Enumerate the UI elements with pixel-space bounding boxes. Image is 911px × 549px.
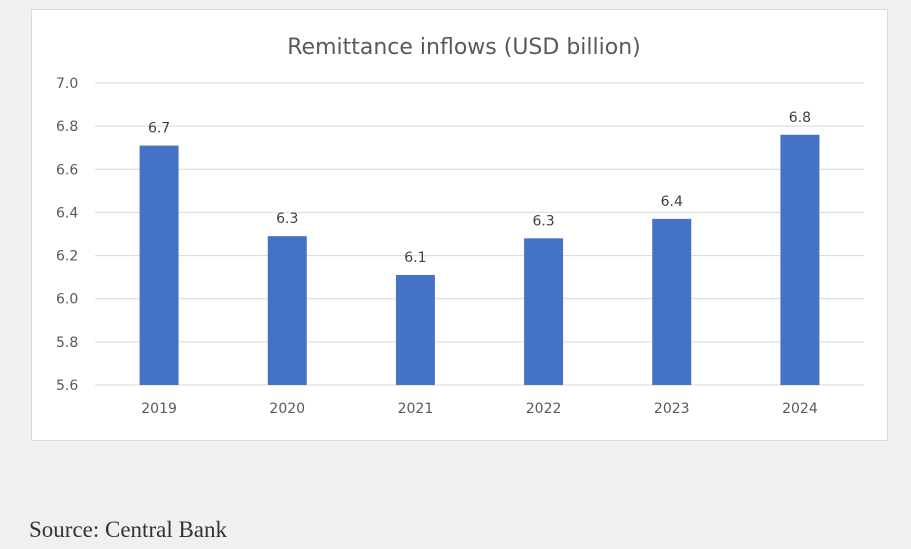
bar-2024 <box>780 134 820 385</box>
data-label-2021: 6.1 <box>404 250 426 266</box>
remittance-bar-chart: Remittance inflows (USD billion) 5.6 5.8 6… <box>56 35 864 417</box>
data-label-2019: 6.7 <box>148 121 170 137</box>
data-label-2022: 6.3 <box>532 213 554 229</box>
data-label-2024: 6.8 <box>789 110 811 126</box>
bar-2022 <box>524 238 564 385</box>
x-tick-label-2022: 2022 <box>526 401 562 417</box>
y-tick-label: 7.0 <box>56 76 78 92</box>
chart-title: Remittance inflows (USD billion) <box>287 35 640 60</box>
x-tick-label-2024: 2024 <box>782 401 818 417</box>
bars <box>139 134 820 385</box>
data-label-2020: 6.3 <box>276 211 298 227</box>
data-label-2023: 6.4 <box>661 194 683 210</box>
y-tick-label: 6.2 <box>56 249 78 265</box>
x-tick-label-2020: 2020 <box>269 401 305 417</box>
y-tick-label: 6.8 <box>56 119 78 135</box>
x-tick-label-2021: 2021 <box>398 401 434 417</box>
source-caption: Source: Central Bank <box>29 517 228 542</box>
chart-card: Remittance inflows (USD billion) 5.6 5.8 6… <box>31 9 888 441</box>
y-tick-label: 6.0 <box>56 292 78 308</box>
y-tick-label: 5.6 <box>56 378 78 394</box>
bar-2021 <box>395 274 435 385</box>
bar-2019 <box>139 145 179 385</box>
y-tick-label: 6.4 <box>56 205 78 221</box>
y-axis-ticks: 5.6 5.8 6.0 6.2 6.4 6.6 6.8 7.0 <box>56 76 78 394</box>
gridlines <box>95 82 864 386</box>
x-tick-label-2019: 2019 <box>141 401 177 417</box>
x-tick-label-2023: 2023 <box>654 401 690 417</box>
y-tick-label: 5.8 <box>56 335 78 351</box>
y-tick-label: 6.6 <box>56 162 78 178</box>
x-axis-ticks: 2019 2020 2021 2022 2023 2024 <box>141 401 818 417</box>
bar-2020 <box>267 236 307 385</box>
bar-2023 <box>652 218 692 385</box>
data-labels: 6.7 6.3 6.1 6.3 6.4 6.8 <box>148 110 811 266</box>
